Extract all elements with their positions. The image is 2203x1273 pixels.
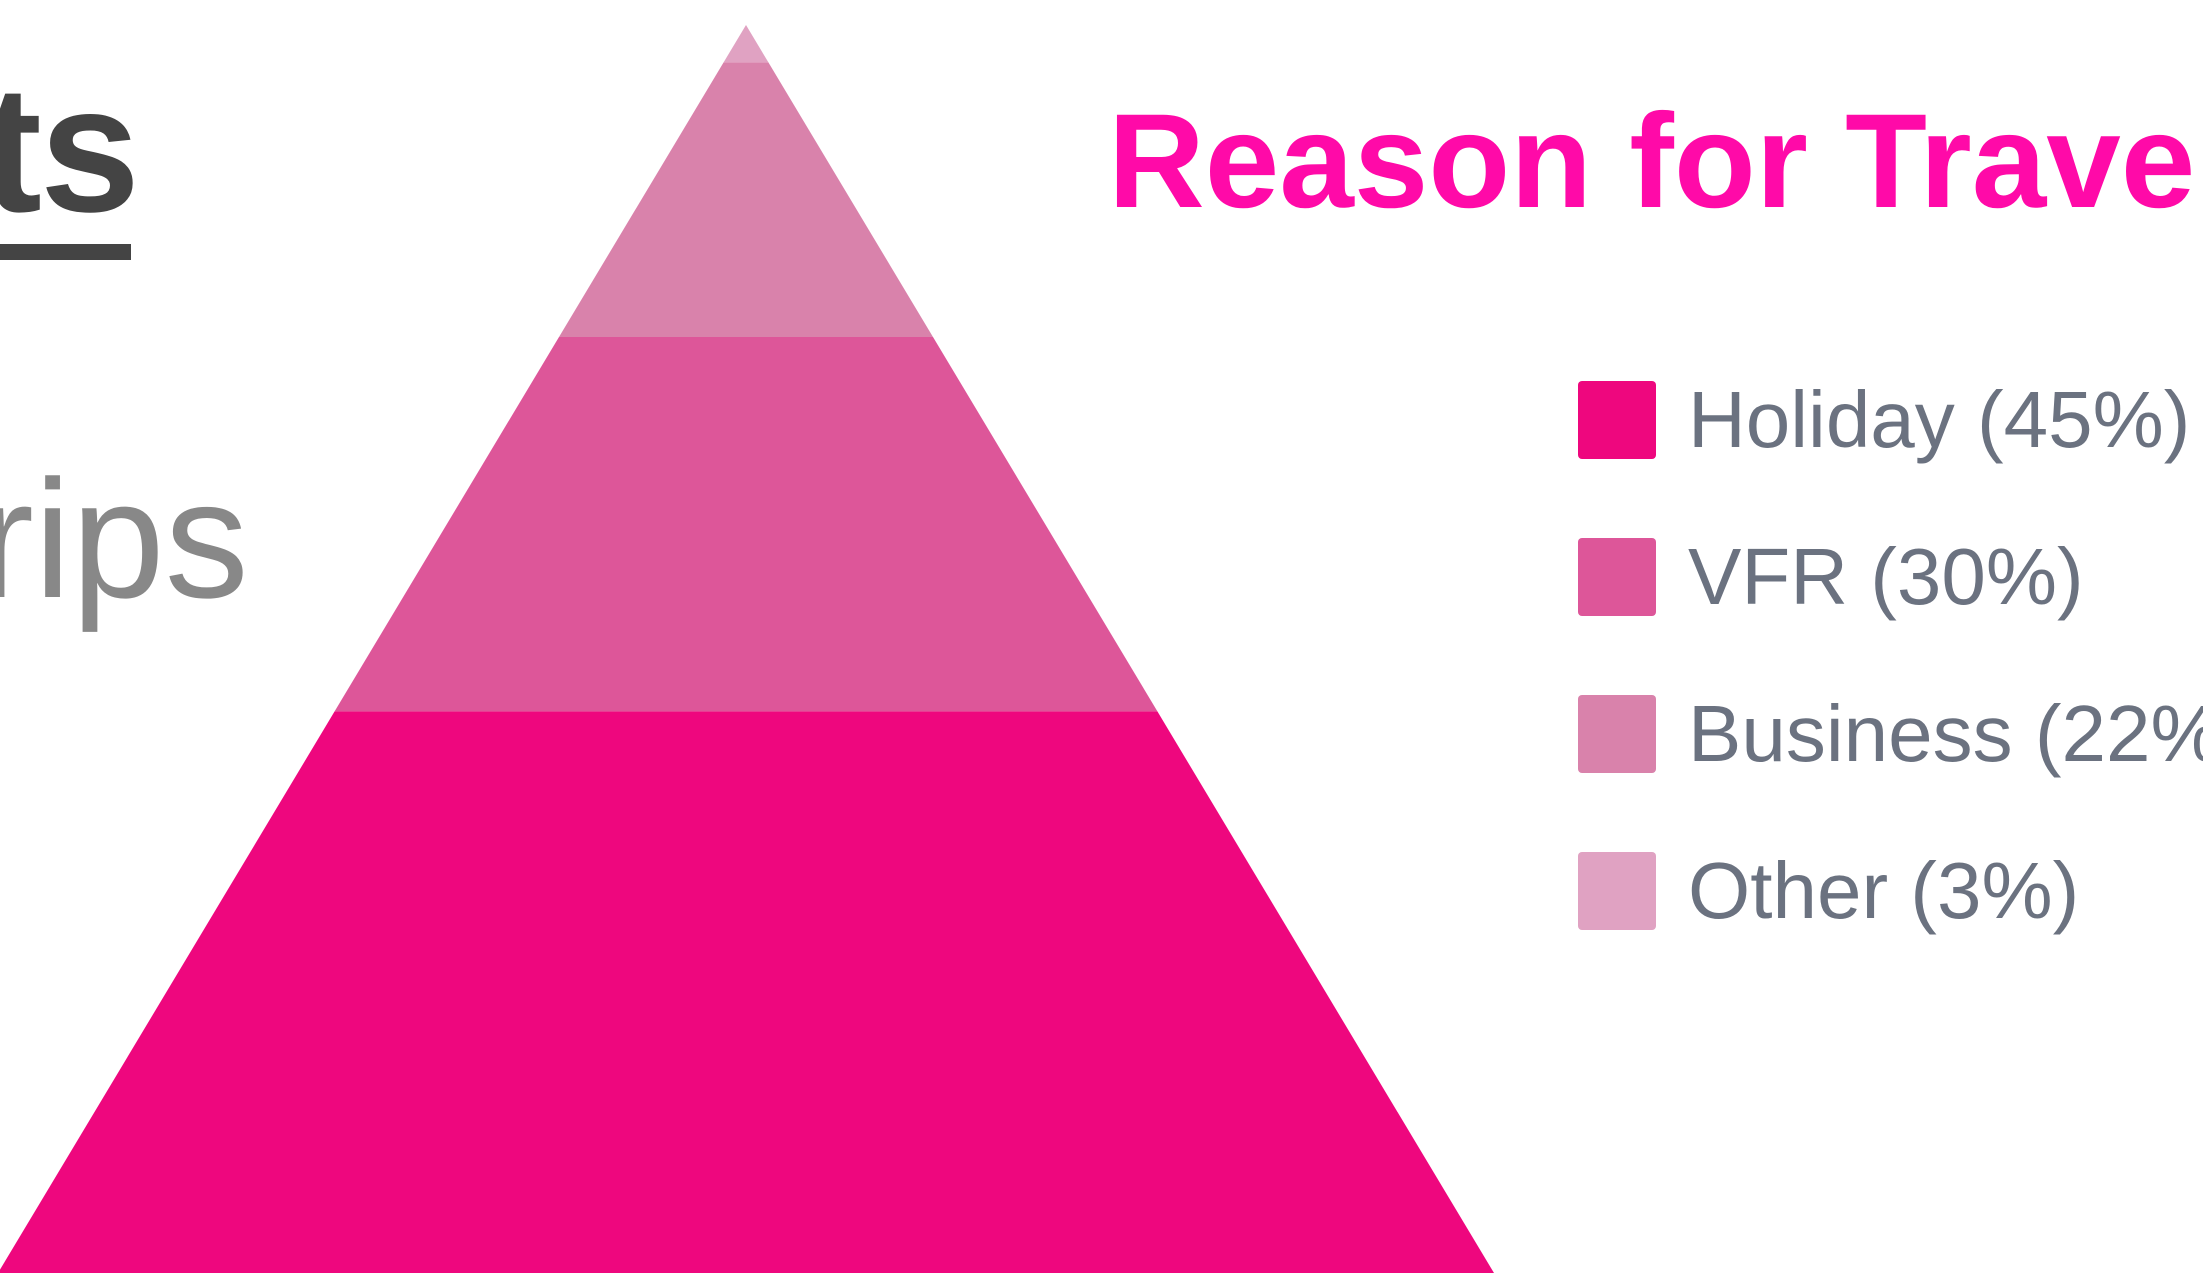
legend-label-vfr: VFR (30%) <box>1688 532 2084 621</box>
legend-item-holiday: Holiday (45%) <box>1578 380 2203 460</box>
legend-label-holiday: Holiday (45%) <box>1688 375 2191 464</box>
heading-underline <box>0 244 131 260</box>
legend-swatch-holiday <box>1578 381 1656 459</box>
legend-swatch-business <box>1578 695 1656 773</box>
legend-item-other: Other (3%) <box>1578 851 2203 931</box>
pyramid-layer-business <box>559 62 933 338</box>
legend-label-business: Business (22%) <box>1688 689 2203 778</box>
legend-item-business: Business (22%) <box>1578 694 2203 774</box>
slide-subtitle-fragment: rips <box>0 445 249 633</box>
pyramid-layer-other <box>723 25 769 63</box>
pyramid-layer-holiday <box>0 711 1494 1273</box>
pyramid-layer-vfr <box>334 337 1158 712</box>
legend-item-vfr: VFR (30%) <box>1578 537 2203 617</box>
legend-swatch-other <box>1578 852 1656 930</box>
legend-label-other: Other (3%) <box>1688 846 2080 935</box>
legend-swatch-vfr <box>1578 538 1656 616</box>
slide-heading-fragment: ts <box>0 49 140 250</box>
chart-title: Reason for Travel <box>1108 87 2203 236</box>
chart-legend: Holiday (45%) VFR (30%) Business (22%) O… <box>1578 380 2203 1008</box>
